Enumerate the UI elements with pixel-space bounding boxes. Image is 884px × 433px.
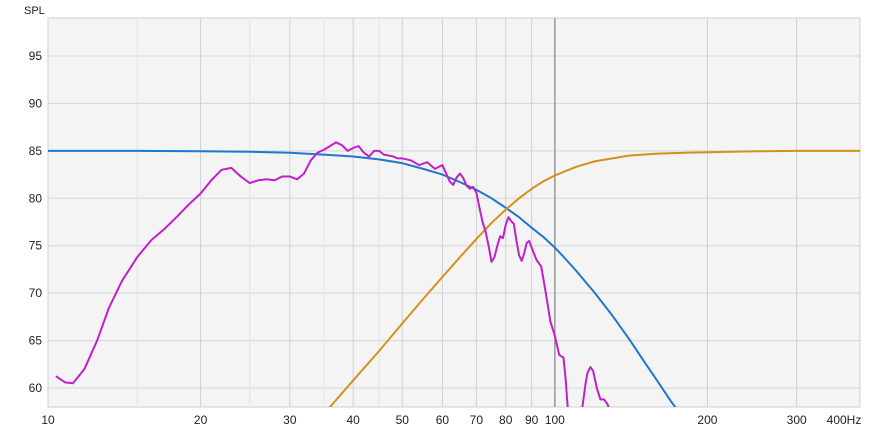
series-layer (48, 141, 860, 407)
y-tick-label: 70 (29, 286, 43, 300)
x-tick-label: 10 (41, 413, 55, 427)
x-tick-label: 80 (499, 413, 513, 427)
series-line-2 (328, 149, 860, 407)
series-line-3 (55, 141, 569, 407)
x-tick-label: 30 (283, 413, 297, 427)
x-tick-label: 40 (346, 413, 360, 427)
x-tick-label: 50 (396, 413, 410, 427)
x-tick-label: 20 (194, 413, 208, 427)
y-axis-title: SPL (24, 5, 45, 17)
y-tick-label: 80 (29, 191, 43, 205)
x-tick-label: 100 (545, 413, 565, 427)
y-tick-label: 95 (29, 49, 43, 63)
y-tick-label: 65 (29, 334, 43, 348)
x-tick-label: 70 (470, 413, 484, 427)
y-tick-label: 60 (29, 381, 43, 395)
y-tick-label: 85 (29, 144, 43, 158)
x-tick-label: 300 (787, 413, 807, 427)
x-tick-label: 60 (436, 413, 450, 427)
series-line-4 (581, 366, 610, 407)
series-line-1 (48, 149, 677, 407)
x-tick-label: 90 (525, 413, 539, 427)
plot-area (47, 17, 861, 408)
y-tick-label: 90 (29, 96, 43, 110)
tick-labels: 60 65 70 75 80 85 90 95 10 20 30 40 50 60 70 80 90 100 200… (29, 49, 862, 427)
y-tick-label: 75 (29, 239, 43, 253)
x-tick-label: 200 (697, 413, 717, 427)
x-tick-label: 400Hz (827, 413, 862, 427)
